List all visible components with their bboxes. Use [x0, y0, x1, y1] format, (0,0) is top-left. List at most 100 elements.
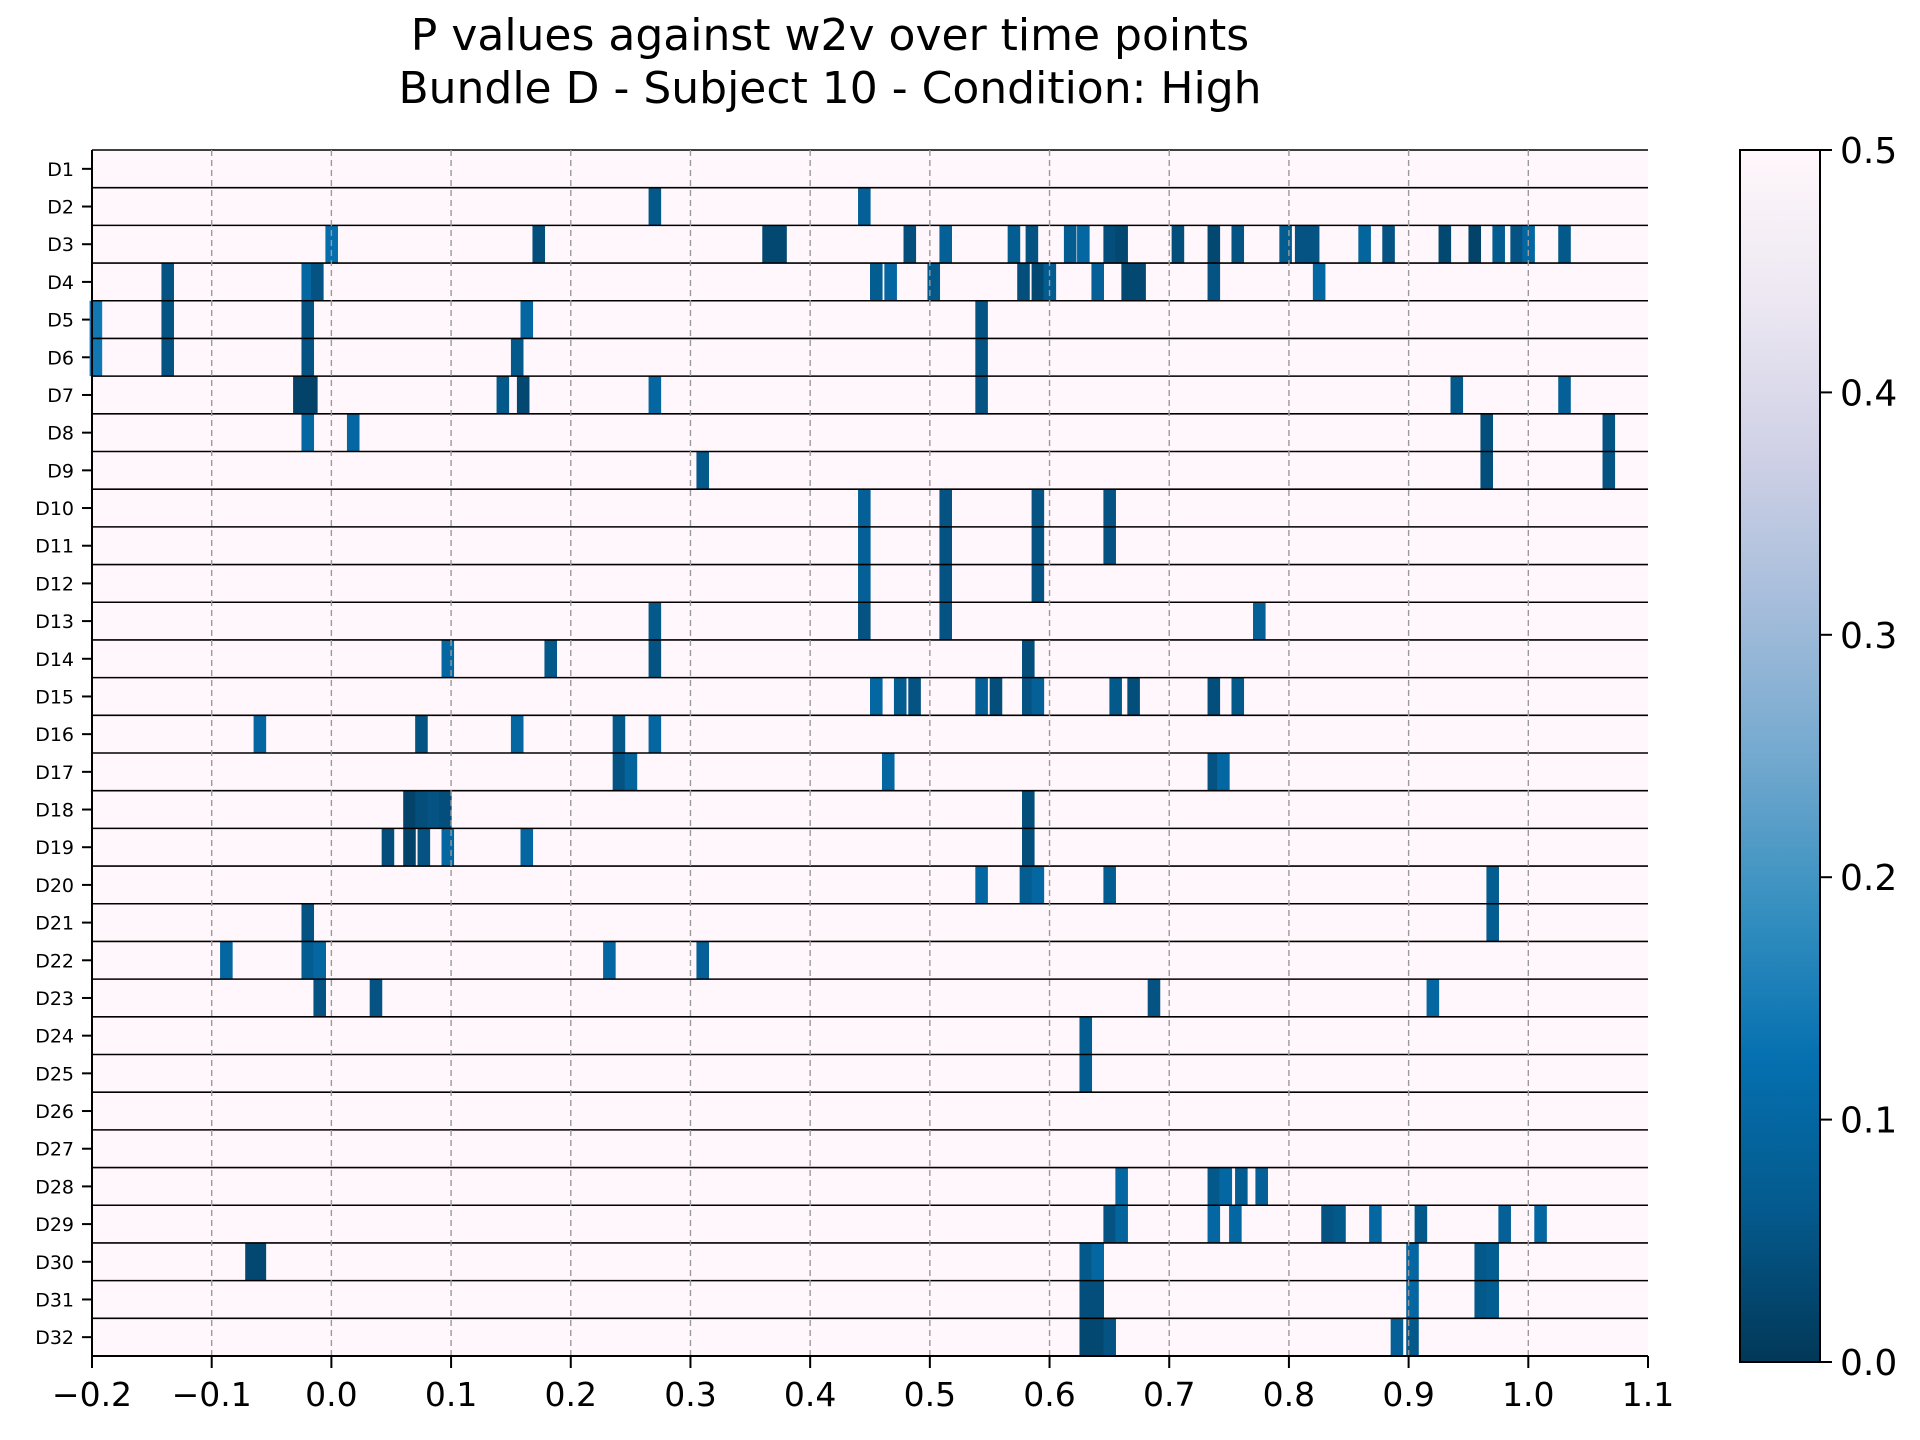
heatmap-cell: [1321, 1205, 1334, 1243]
row-background: [92, 1242, 1648, 1281]
heatmap-cell: [253, 1242, 267, 1281]
heatmap-cell: [1231, 225, 1245, 264]
heatmap-cell: [510, 338, 524, 377]
heatmap-cell: [858, 489, 871, 527]
y-tick-label: D2: [47, 197, 74, 219]
heatmap-cell: [1031, 489, 1045, 527]
heatmap-cell: [1077, 225, 1090, 264]
heatmap-cell: [1217, 753, 1230, 791]
heatmap-cell: [1017, 263, 1030, 301]
heatmap-cell: [544, 639, 558, 678]
x-tick-label: 0.7: [1143, 1375, 1195, 1414]
x-tick-label: 0.0: [305, 1375, 357, 1414]
heatmap-cell: [1450, 376, 1464, 414]
heatmap-cell: [1022, 828, 1035, 867]
heatmap-cell: [1486, 1280, 1499, 1319]
heatmap-cell: [301, 263, 315, 301]
heatmap-cell: [1022, 677, 1035, 716]
heatmap-cell: [939, 564, 952, 603]
heatmap-cell: [403, 790, 416, 829]
heatmap-cell: [870, 263, 883, 301]
y-tick-label: D3: [47, 234, 74, 256]
y-tick-label: D1: [47, 159, 74, 181]
row-background: [92, 150, 1648, 188]
heatmap-cell: [1022, 790, 1035, 829]
heatmap-cell: [603, 941, 616, 980]
row-background: [92, 300, 1648, 339]
heatmap-cell: [1207, 1205, 1221, 1243]
colorbar-tick-label: 0.1: [1840, 1101, 1897, 1142]
heatmap-cell: [1406, 1242, 1419, 1281]
heatmap-cell: [1091, 1280, 1104, 1319]
x-tick-label: 0.8: [1263, 1375, 1315, 1414]
heatmap-cell: [415, 715, 428, 753]
y-tick-label: D10: [35, 498, 74, 520]
heatmap-cell: [762, 225, 775, 264]
heatmap-cell: [1079, 1016, 1093, 1055]
y-tick-label: D9: [47, 460, 74, 482]
heatmap-cell: [858, 602, 871, 640]
heatmap-cell: [939, 602, 952, 640]
x-tick-label: 0.5: [904, 1375, 956, 1414]
y-tick-label: D6: [47, 347, 74, 369]
heatmap-cell: [1115, 225, 1128, 264]
row-background: [92, 1016, 1648, 1055]
heatmap-cell: [161, 338, 174, 377]
heatmap-cell: [1031, 263, 1045, 301]
heatmap-cell: [520, 828, 534, 867]
x-tick-label: 0.1: [425, 1375, 477, 1414]
row-background: [92, 376, 1648, 414]
heatmap-cell: [1019, 866, 1033, 904]
y-tick-label: D27: [35, 1139, 74, 1161]
y-tick-label: D25: [35, 1063, 74, 1085]
heatmap-cell: [648, 187, 662, 226]
heatmap-cell: [1306, 225, 1320, 264]
heatmap-cell: [1207, 677, 1221, 716]
colorbar-tick-label: 0.2: [1840, 858, 1897, 899]
colorbar-gradient: [1739, 149, 1821, 1363]
heatmap-cell: [1219, 1167, 1233, 1206]
heatmap-cell: [301, 903, 315, 942]
heatmap-cell: [1426, 979, 1440, 1017]
row-background: [92, 639, 1648, 678]
heatmap-cell: [1369, 1205, 1382, 1243]
y-tick-label: D13: [35, 611, 74, 633]
heatmap-cell: [293, 376, 306, 414]
heatmap-cell: [1253, 602, 1266, 640]
heatmap-cell: [1079, 1242, 1093, 1281]
heatmap-cell: [624, 753, 638, 791]
y-tick-label: D21: [35, 913, 74, 935]
heatmap-cell: [774, 225, 787, 264]
heatmap-cell: [1103, 489, 1116, 527]
heatmap-cell: [1025, 225, 1039, 264]
heatmap-cell: [1103, 526, 1116, 565]
heatmap-cell: [1229, 1205, 1242, 1243]
heatmap-cell: [696, 941, 710, 980]
heatmap-cell: [908, 677, 921, 716]
heatmap-cell: [1079, 1280, 1093, 1319]
y-tick-label: D28: [35, 1176, 74, 1198]
heatmap-cell: [403, 828, 416, 867]
row-background: [92, 1167, 1648, 1206]
heatmap-cell: [313, 979, 326, 1017]
heatmap-cell: [1115, 1205, 1128, 1243]
heatmap-cell: [1294, 225, 1308, 264]
heatmap-cell: [417, 828, 431, 867]
y-tick-label: D22: [35, 950, 74, 972]
heatmap-cell: [1558, 225, 1571, 264]
y-tick-label: D5: [47, 310, 74, 332]
heatmap-cell: [1486, 1242, 1499, 1281]
heatmap-cell: [939, 526, 952, 565]
heatmap-cell: [884, 263, 897, 301]
heatmap-cell: [1602, 413, 1616, 452]
row-background: [92, 1205, 1648, 1243]
heatmap-cell: [903, 225, 917, 264]
heatmap-cell: [1207, 753, 1221, 791]
heatmap-cell: [1235, 1167, 1248, 1206]
heatmap-cell: [939, 225, 952, 264]
heatmap-cell: [1414, 1205, 1428, 1243]
heatmap-cell: [220, 941, 233, 980]
heatmap-cell: [989, 677, 1003, 716]
heatmap-cell: [1147, 979, 1161, 1017]
